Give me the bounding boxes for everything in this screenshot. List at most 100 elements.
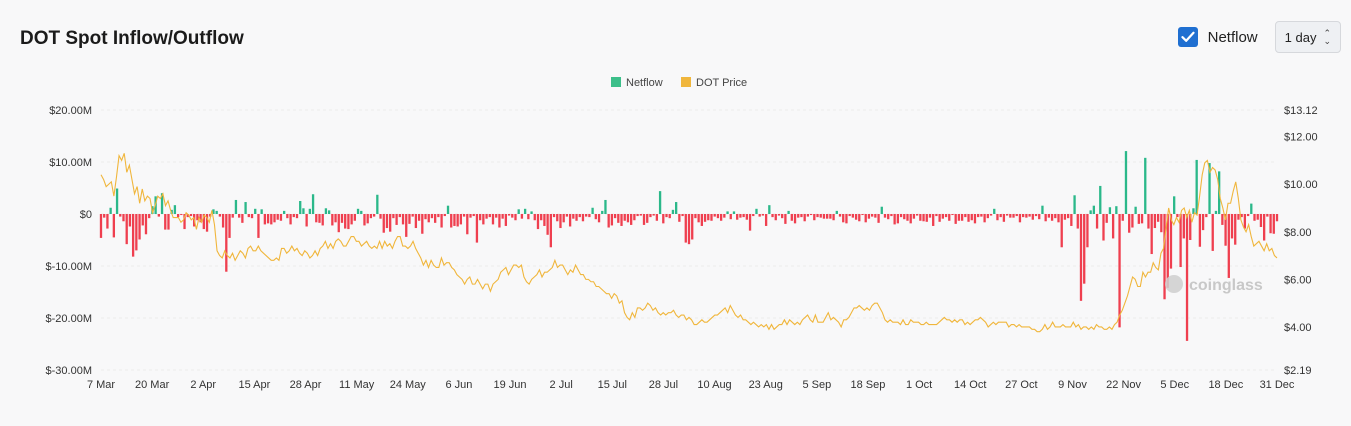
netflow-bar xyxy=(250,214,254,219)
netflow-bar xyxy=(144,214,148,235)
netflow-bar xyxy=(520,214,524,219)
netflow-bar xyxy=(546,214,549,235)
netflow-checkbox[interactable] xyxy=(1177,27,1198,47)
netflow-bar xyxy=(626,214,630,223)
netflow-bar xyxy=(941,214,944,219)
netflow-bar xyxy=(1179,214,1182,268)
netflow-bar xyxy=(1105,214,1108,223)
netflow-bar xyxy=(591,207,594,214)
netflow-bar xyxy=(189,214,193,217)
netflow-bar xyxy=(469,214,472,218)
netflow-bar xyxy=(1201,214,1205,231)
netflow-bar xyxy=(1124,151,1128,214)
netflow-bar xyxy=(752,214,755,217)
netflow-bar xyxy=(427,214,430,223)
netflow-bar xyxy=(957,214,961,221)
netflow-bar xyxy=(1108,207,1112,214)
netflow-bar xyxy=(430,214,434,219)
netflow-bar xyxy=(372,214,376,217)
netflow-bar xyxy=(1243,214,1247,229)
netflow-bar xyxy=(1083,214,1086,284)
x-tick-label: 18 Dec xyxy=(1208,379,1243,391)
netflow-bar xyxy=(247,214,250,218)
netflow-bar xyxy=(977,214,980,218)
netflow-bar xyxy=(919,214,922,221)
netflow-bar xyxy=(347,214,350,230)
netflow-bar xyxy=(1031,214,1034,220)
netflow-bar xyxy=(980,214,983,217)
netflow-bar xyxy=(424,214,427,220)
period-select[interactable]: 1 day ⌃ ⌄ xyxy=(1274,21,1341,53)
netflow-bar xyxy=(337,214,340,233)
netflow-bar xyxy=(456,214,459,227)
netflow-bar xyxy=(858,214,861,222)
netflow-bar xyxy=(199,214,202,223)
netflow-bar xyxy=(636,214,639,217)
netflow-bar xyxy=(324,208,328,214)
legend-swatch-dot-price xyxy=(681,77,691,87)
netflow-bar xyxy=(218,214,222,217)
netflow-bar xyxy=(270,214,273,225)
netflow-bar xyxy=(112,214,116,238)
netflow-bar xyxy=(395,214,398,225)
netflow-bar xyxy=(784,214,787,224)
netflow-bar xyxy=(549,214,552,248)
netflow-bar xyxy=(360,210,363,214)
netflow-bar xyxy=(658,191,662,214)
netflow-bar xyxy=(845,214,848,224)
netflow-bar xyxy=(928,214,932,218)
netflow-bar xyxy=(1173,196,1176,214)
netflow-bar xyxy=(344,214,347,229)
netflow-bar xyxy=(1144,157,1147,214)
netflow-bar xyxy=(1227,214,1230,278)
netflow-bar xyxy=(639,214,642,216)
netflow-bar xyxy=(874,214,877,218)
netflow-bar xyxy=(887,214,890,220)
netflow-bar xyxy=(630,214,633,225)
netflow-bar xyxy=(1099,185,1102,214)
netflow-bar xyxy=(167,214,170,230)
netflow-bar xyxy=(588,214,591,218)
y-left-tick-label: $10.00M xyxy=(49,157,92,169)
netflow-bar xyxy=(565,214,569,217)
netflow-bar xyxy=(713,214,716,217)
netflow-bar xyxy=(1121,214,1124,221)
y-left-tick-label: $0 xyxy=(80,209,92,221)
netflow-bar xyxy=(993,208,996,214)
netflow-bar xyxy=(173,205,177,214)
netflow-bar xyxy=(697,214,700,223)
netflow-bar xyxy=(299,201,302,214)
netflow-bar xyxy=(138,214,141,240)
netflow-bar xyxy=(1150,214,1153,255)
netflow-bar xyxy=(392,214,395,219)
netflow-checkbox-label[interactable]: Netflow xyxy=(1207,28,1258,46)
netflow-bar xyxy=(517,209,520,214)
netflow-bar xyxy=(1259,214,1263,227)
netflow-bar xyxy=(408,214,411,224)
netflow-bar xyxy=(726,211,729,214)
netflow-bar xyxy=(1182,214,1185,239)
netflow-bar xyxy=(1128,214,1131,233)
netflow-bar xyxy=(401,214,405,225)
netflow-bar xyxy=(1057,214,1060,223)
netflow-bar xyxy=(205,214,209,232)
netflow-bar xyxy=(279,214,283,221)
netflow-bar xyxy=(668,214,671,219)
netflow-bar xyxy=(1047,214,1051,218)
netflow-bar xyxy=(1063,214,1067,220)
netflow-bar xyxy=(135,214,138,251)
netflow-bar xyxy=(575,214,578,221)
netflow-bar xyxy=(1009,214,1012,218)
netflow-bar xyxy=(572,214,575,219)
netflow-bar xyxy=(883,214,887,218)
y-right-tick-label: $2.19 xyxy=(1284,365,1312,377)
netflow-bar xyxy=(1015,214,1018,217)
netflow-bar xyxy=(533,214,536,221)
netflow-bar xyxy=(273,214,276,223)
netflow-bar xyxy=(1166,214,1169,288)
netflow-bar xyxy=(806,214,810,217)
netflow-bar xyxy=(478,214,482,221)
netflow-bar xyxy=(228,214,231,238)
netflow-bar xyxy=(787,210,790,214)
netflow-bar xyxy=(315,214,318,223)
